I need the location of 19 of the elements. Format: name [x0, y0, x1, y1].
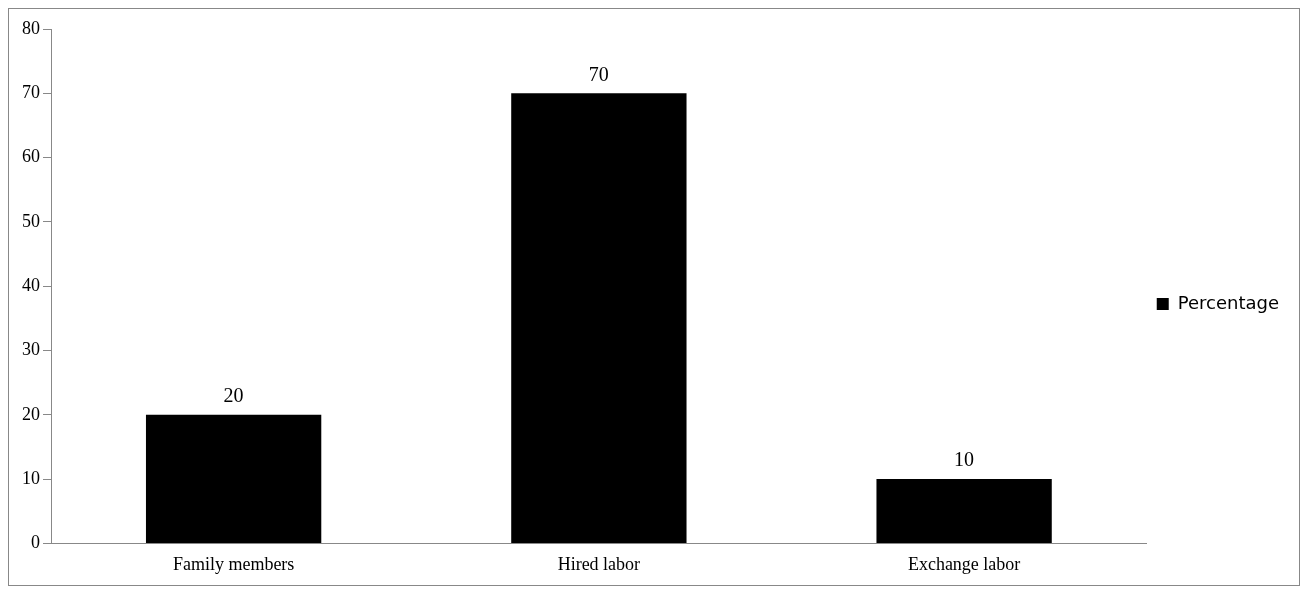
x-tick-label: Exchange labor [907, 553, 1021, 574]
bar [145, 414, 322, 543]
y-tick-label: 70 [22, 82, 40, 103]
y-tick-label: 10 [22, 467, 40, 488]
data-label: 10 [954, 448, 975, 471]
y-tick-label: 40 [22, 274, 40, 295]
x-tick-label: Hired labor [557, 553, 641, 574]
y-tick-label: 30 [22, 339, 40, 360]
y-tick-label: 60 [22, 146, 40, 167]
y-tick-label: 50 [22, 210, 40, 231]
data-label: 70 [588, 62, 609, 85]
legend-label: Percentage [1177, 291, 1280, 313]
y-tick-label: 0 [31, 532, 40, 553]
y-tick-label: 80 [22, 17, 40, 38]
bar [511, 93, 687, 543]
bar [876, 479, 1052, 543]
data-label: 20 [223, 384, 244, 407]
x-tick-label: Family members [172, 553, 295, 574]
y-tick-label: 20 [22, 403, 40, 424]
